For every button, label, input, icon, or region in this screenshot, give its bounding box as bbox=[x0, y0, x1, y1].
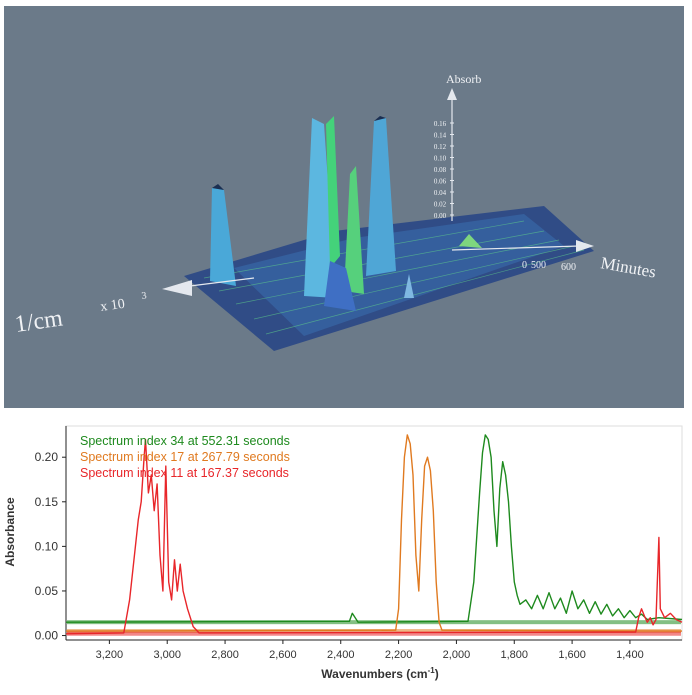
surface-peak-5 bbox=[324, 261, 356, 311]
x-axis-ticks: 3,200 3,000 2,800 2,600 2,400 2,200 2,000 1,800… bbox=[96, 640, 644, 661]
spectrum-chart-panel: 0.00 0.05 0.10 0.15 0.20 3,200 3,000 2,800 2,60… bbox=[0, 418, 692, 695]
z-tick-label: 0.08 bbox=[434, 166, 447, 174]
legend-entry-1: Spectrum index 17 at 267.79 seconds bbox=[80, 450, 290, 464]
series-lines bbox=[65, 434, 683, 636]
surface-peak-1 bbox=[210, 188, 236, 286]
x-axis-label-text: Wavenumbers (cm bbox=[321, 667, 427, 681]
surface-peak-4 bbox=[366, 118, 396, 276]
x-tick-label: 3,000 bbox=[153, 649, 181, 661]
y-tick-label: 0.00 bbox=[35, 629, 59, 643]
x-axis-label: Wavenumbers (cm-1) bbox=[321, 666, 438, 681]
time-axis-arrow bbox=[576, 240, 594, 252]
x-axis-label-close: ) bbox=[435, 667, 439, 681]
surface-peak-2 bbox=[304, 118, 336, 298]
surface-peak-4-top bbox=[374, 116, 386, 121]
legend: Spectrum index 34 at 552.31 seconds Spect… bbox=[80, 434, 290, 480]
x-tick-label: 2,400 bbox=[327, 649, 355, 661]
z-tick-label: 0.00 bbox=[434, 212, 447, 220]
time-tick-0: 0 bbox=[522, 260, 527, 271]
z-axis-ticks: 0.16 0.14 0.12 0.10 0.08 0.06 0.04 0.02 0.00 bbox=[434, 120, 454, 220]
series-2-line bbox=[65, 438, 683, 635]
z-tick-label: 0.04 bbox=[434, 189, 447, 197]
z-tick-label: 0.12 bbox=[434, 143, 447, 151]
x-tick-label: 2,800 bbox=[211, 649, 239, 661]
surface-floor-lines bbox=[203, 220, 585, 335]
legend-entry-0: Spectrum index 34 at 552.31 seconds bbox=[80, 434, 290, 448]
x-tick-label: 3,200 bbox=[96, 649, 124, 661]
x-tick-label: 2,200 bbox=[385, 649, 413, 661]
x-tick-label: 1,400 bbox=[616, 649, 644, 661]
z-tick-label: 0.02 bbox=[434, 201, 447, 209]
surface-peak-1-top bbox=[212, 184, 224, 190]
time-axis-label: Minutes bbox=[599, 253, 657, 281]
x-axis-label-superscript: -1 bbox=[428, 666, 436, 675]
x-tick-label: 2,000 bbox=[443, 649, 471, 661]
z-axis-arrow bbox=[447, 88, 457, 100]
legend-entry-2: Spectrum index 11 at 167.37 seconds bbox=[80, 466, 289, 480]
y-axis-label: Absorbance bbox=[3, 497, 17, 567]
series-1-noise-band bbox=[67, 629, 681, 634]
series-1-line bbox=[65, 434, 683, 632]
plot-area bbox=[65, 425, 683, 641]
wavenumber-multiplier: x 10 bbox=[99, 297, 125, 315]
surface-peak-7 bbox=[459, 234, 482, 248]
time-axis-line bbox=[451, 245, 580, 251]
series-2-noise-band bbox=[67, 631, 681, 636]
wavenumber-axis-line bbox=[189, 277, 255, 287]
wavenumber-exponent: 3 bbox=[141, 290, 147, 302]
wavenumber-axis-label: 1/cm bbox=[13, 305, 64, 337]
y-tick-label: 0.20 bbox=[35, 450, 59, 464]
z-tick-label: 0.10 bbox=[434, 155, 447, 163]
spectrum-chart-svg: 0.00 0.05 0.10 0.15 0.20 3,200 3,000 2,800 2,60… bbox=[3, 425, 683, 681]
y-tick-label: 0.10 bbox=[35, 539, 59, 553]
z-axis-label: Absorb bbox=[446, 72, 481, 86]
surface-plot-panel: Absorb 0.16 0.14 0.12 0.10 0.08 0.06 0.04 0.02 0… bbox=[4, 6, 684, 408]
surface-floor-sheen bbox=[234, 214, 564, 336]
x-tick-label: 1,600 bbox=[558, 649, 586, 661]
y-axis-ticks: 0.00 0.05 0.10 0.15 0.20 bbox=[35, 450, 66, 643]
y-tick-label: 0.15 bbox=[35, 495, 59, 509]
z-tick-label: 0.16 bbox=[434, 120, 447, 128]
surface-peak-3 bbox=[344, 166, 364, 294]
surface-plot-svg: Absorb 0.160.140.120.100.080.060.040.020… bbox=[13, 72, 657, 351]
x-tick-label: 2,600 bbox=[269, 649, 297, 661]
time-tick-500: 500 bbox=[531, 260, 546, 271]
z-tick-label: 0.06 bbox=[434, 178, 447, 186]
surface-peak-2-edge bbox=[326, 116, 340, 268]
series-0-line bbox=[65, 434, 683, 623]
wavenumber-axis-arrow bbox=[162, 280, 192, 296]
y-tick-label: 0.05 bbox=[35, 584, 59, 598]
time-tick-600: 600 bbox=[561, 262, 576, 273]
z-tick-label: 0.14 bbox=[434, 132, 447, 140]
surface-peak-6 bbox=[404, 274, 414, 298]
x-tick-label: 1,800 bbox=[500, 649, 528, 661]
